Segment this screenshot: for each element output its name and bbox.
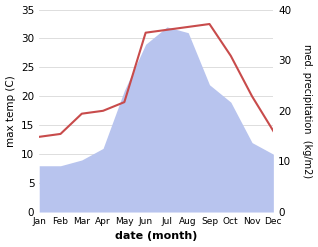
Y-axis label: med. precipitation  (kg/m2): med. precipitation (kg/m2)	[302, 44, 313, 178]
Y-axis label: max temp (C): max temp (C)	[5, 75, 16, 147]
X-axis label: date (month): date (month)	[115, 231, 197, 242]
